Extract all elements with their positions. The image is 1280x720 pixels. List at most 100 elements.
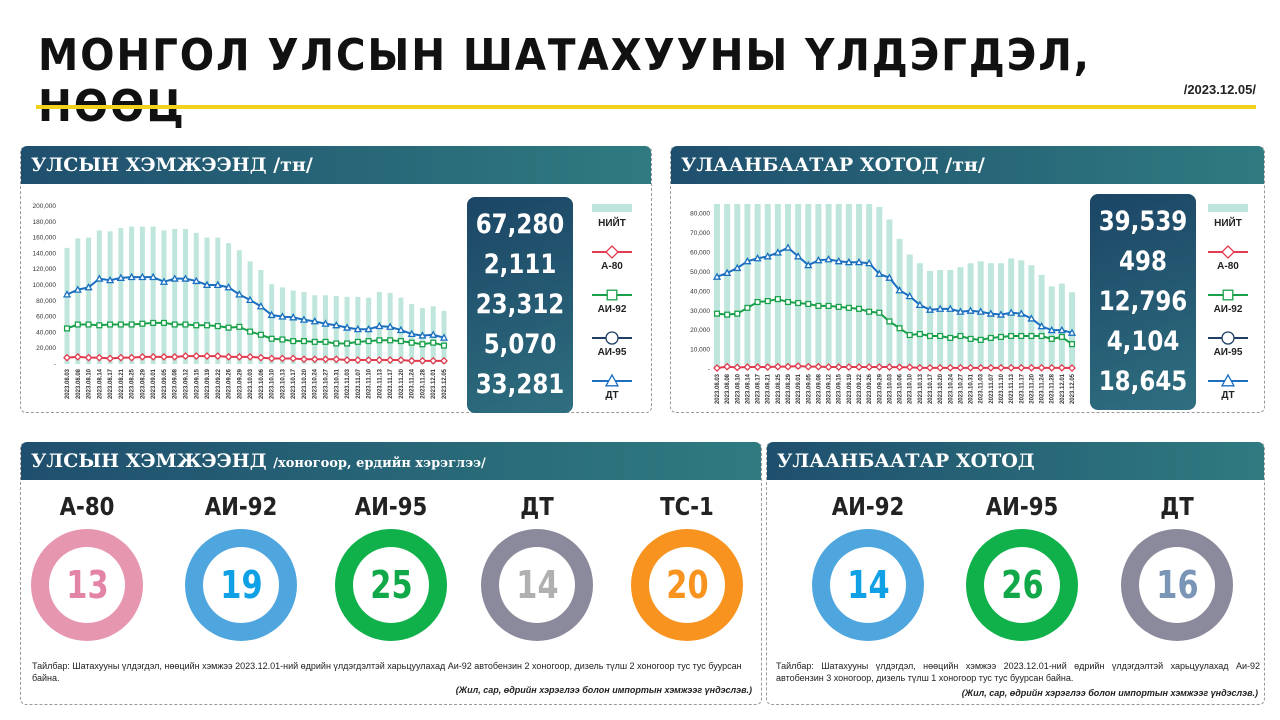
triangle-marker-icon <box>592 373 632 387</box>
y-tick-label: 160,000 <box>33 235 57 242</box>
x-tick-label: 2023.12.01 <box>1060 373 1066 404</box>
point-А-80 <box>763 363 772 371</box>
marker <box>1221 331 1235 345</box>
point-АИ-92 <box>977 336 984 343</box>
point-А-80 <box>1068 364 1076 372</box>
x-tick-label: 2023.08.17 <box>108 368 114 399</box>
x-tick-label: 2023.11.20 <box>399 368 405 398</box>
point-А-80 <box>321 355 330 364</box>
days-value: 16 <box>1139 547 1215 623</box>
national-note: Тайлбар: Шатахууны үлдэгдэл, нөөцийн хэм… <box>32 661 742 683</box>
point-АИ-92 <box>408 339 415 346</box>
x-tick-label: 2023.08.29 <box>140 368 146 399</box>
marker <box>604 373 620 387</box>
point-ДТ <box>364 324 373 333</box>
point-АИ-92 <box>1038 332 1045 340</box>
point-АИ-92 <box>236 323 243 330</box>
bar-total <box>714 204 720 369</box>
national-days-donut: 14 <box>481 529 593 641</box>
bar-total <box>312 295 318 364</box>
point-АИ-92 <box>937 332 944 340</box>
point-ДТ <box>986 309 995 317</box>
legend-label: А-80 <box>601 261 623 272</box>
point-А-80 <box>855 363 863 371</box>
bar-total <box>916 263 923 369</box>
point-ДТ <box>418 331 427 339</box>
point-ДТ <box>936 304 945 312</box>
point-ДТ <box>854 257 864 266</box>
ub-days-donut: 14 <box>812 529 924 641</box>
x-tick-label: 2023.10.20 <box>302 368 308 399</box>
national-days-donut: 20 <box>631 529 743 641</box>
point-АИ-92 <box>835 303 842 310</box>
point-АИ-92 <box>1048 335 1055 342</box>
legend-item: ДТ <box>582 372 642 415</box>
point-ДТ <box>342 323 352 331</box>
x-tick-label: 2023.10.10 <box>908 373 914 404</box>
point-АИ-92 <box>967 335 974 342</box>
x-tick-label: 2023.10.06 <box>898 373 904 404</box>
x-tick-label: 2023.09.26 <box>867 373 873 404</box>
point-А-80 <box>235 352 244 361</box>
value-dt: 18,645 <box>1098 366 1188 397</box>
point-А-80 <box>310 355 319 364</box>
point-А-80 <box>905 363 914 372</box>
point-А-80 <box>784 362 792 371</box>
chart-0: - 20,000 40,000 60,000 80,000 100,000 120,000 1… <box>33 203 449 399</box>
legend-item: НИЙТ <box>1198 200 1258 243</box>
point-А-80 <box>289 354 298 363</box>
x-tick-label: 2023.08.08 <box>725 373 731 404</box>
point-АИ-92 <box>876 309 883 316</box>
point-А-80 <box>138 352 147 361</box>
x-tick-label: 2023.10.31 <box>969 373 975 404</box>
point-ДТ <box>84 283 93 291</box>
point-ДТ <box>375 321 384 330</box>
point-АИ-92 <box>387 337 394 344</box>
bar-total <box>172 228 178 364</box>
x-tick-label: 2023.10.24 <box>948 373 954 404</box>
legend-label: А-80 <box>1217 261 1239 272</box>
bar-total <box>805 204 812 369</box>
point-ДТ <box>149 272 158 281</box>
bar-total <box>226 243 232 364</box>
x-tick-label: 2023.12.05 <box>1070 373 1076 404</box>
value-total: 39,539 <box>1098 206 1188 237</box>
bar-total <box>258 269 264 364</box>
point-ДТ <box>289 313 298 321</box>
legend-label: АИ-95 <box>1213 347 1243 358</box>
point-АИ-92 <box>139 320 146 327</box>
x-tick-label: 2023.09.01 <box>151 368 157 399</box>
point-ДТ <box>429 330 438 338</box>
point-АИ-92 <box>795 299 802 307</box>
point-А-80 <box>966 363 975 372</box>
point-АИ-92 <box>419 341 426 348</box>
point-АИ-92 <box>1068 341 1076 348</box>
point-АИ-92 <box>825 302 832 309</box>
point-ДТ <box>976 307 985 315</box>
triangle-marker-icon <box>1208 373 1248 387</box>
point-А-80 <box>353 356 362 364</box>
x-tick-label: 2023.11.17 <box>388 368 394 398</box>
x-tick-label: 2023.10.13 <box>280 368 286 399</box>
bar-total <box>333 296 339 364</box>
point-ДТ <box>794 252 803 260</box>
point-ДТ <box>1017 309 1026 317</box>
national-days-label: АИ-92 <box>204 492 278 521</box>
legend-item: А-80 <box>1198 243 1258 286</box>
point-ДТ <box>1007 308 1016 316</box>
ub-stock-panel: УЛААНБААТАР ХОТОД /тн/ <box>670 146 1265 413</box>
bar-total <box>139 226 145 364</box>
point-АИ-92 <box>333 340 340 347</box>
x-tick-label: 2023.08.17 <box>756 373 762 404</box>
x-tick-label: 2023.09.19 <box>847 373 853 404</box>
title-underline <box>36 105 1256 109</box>
point-А-80 <box>986 363 995 372</box>
point-А-80 <box>256 353 265 362</box>
y-tick-label: 20,000 <box>690 327 710 334</box>
bar-total <box>150 226 156 364</box>
x-tick-label: 2023.11.07 <box>989 373 995 403</box>
bar-total <box>927 270 933 369</box>
point-ДТ <box>865 258 874 267</box>
y-tick-label: 40,000 <box>690 288 710 295</box>
point-А-80 <box>946 363 955 372</box>
